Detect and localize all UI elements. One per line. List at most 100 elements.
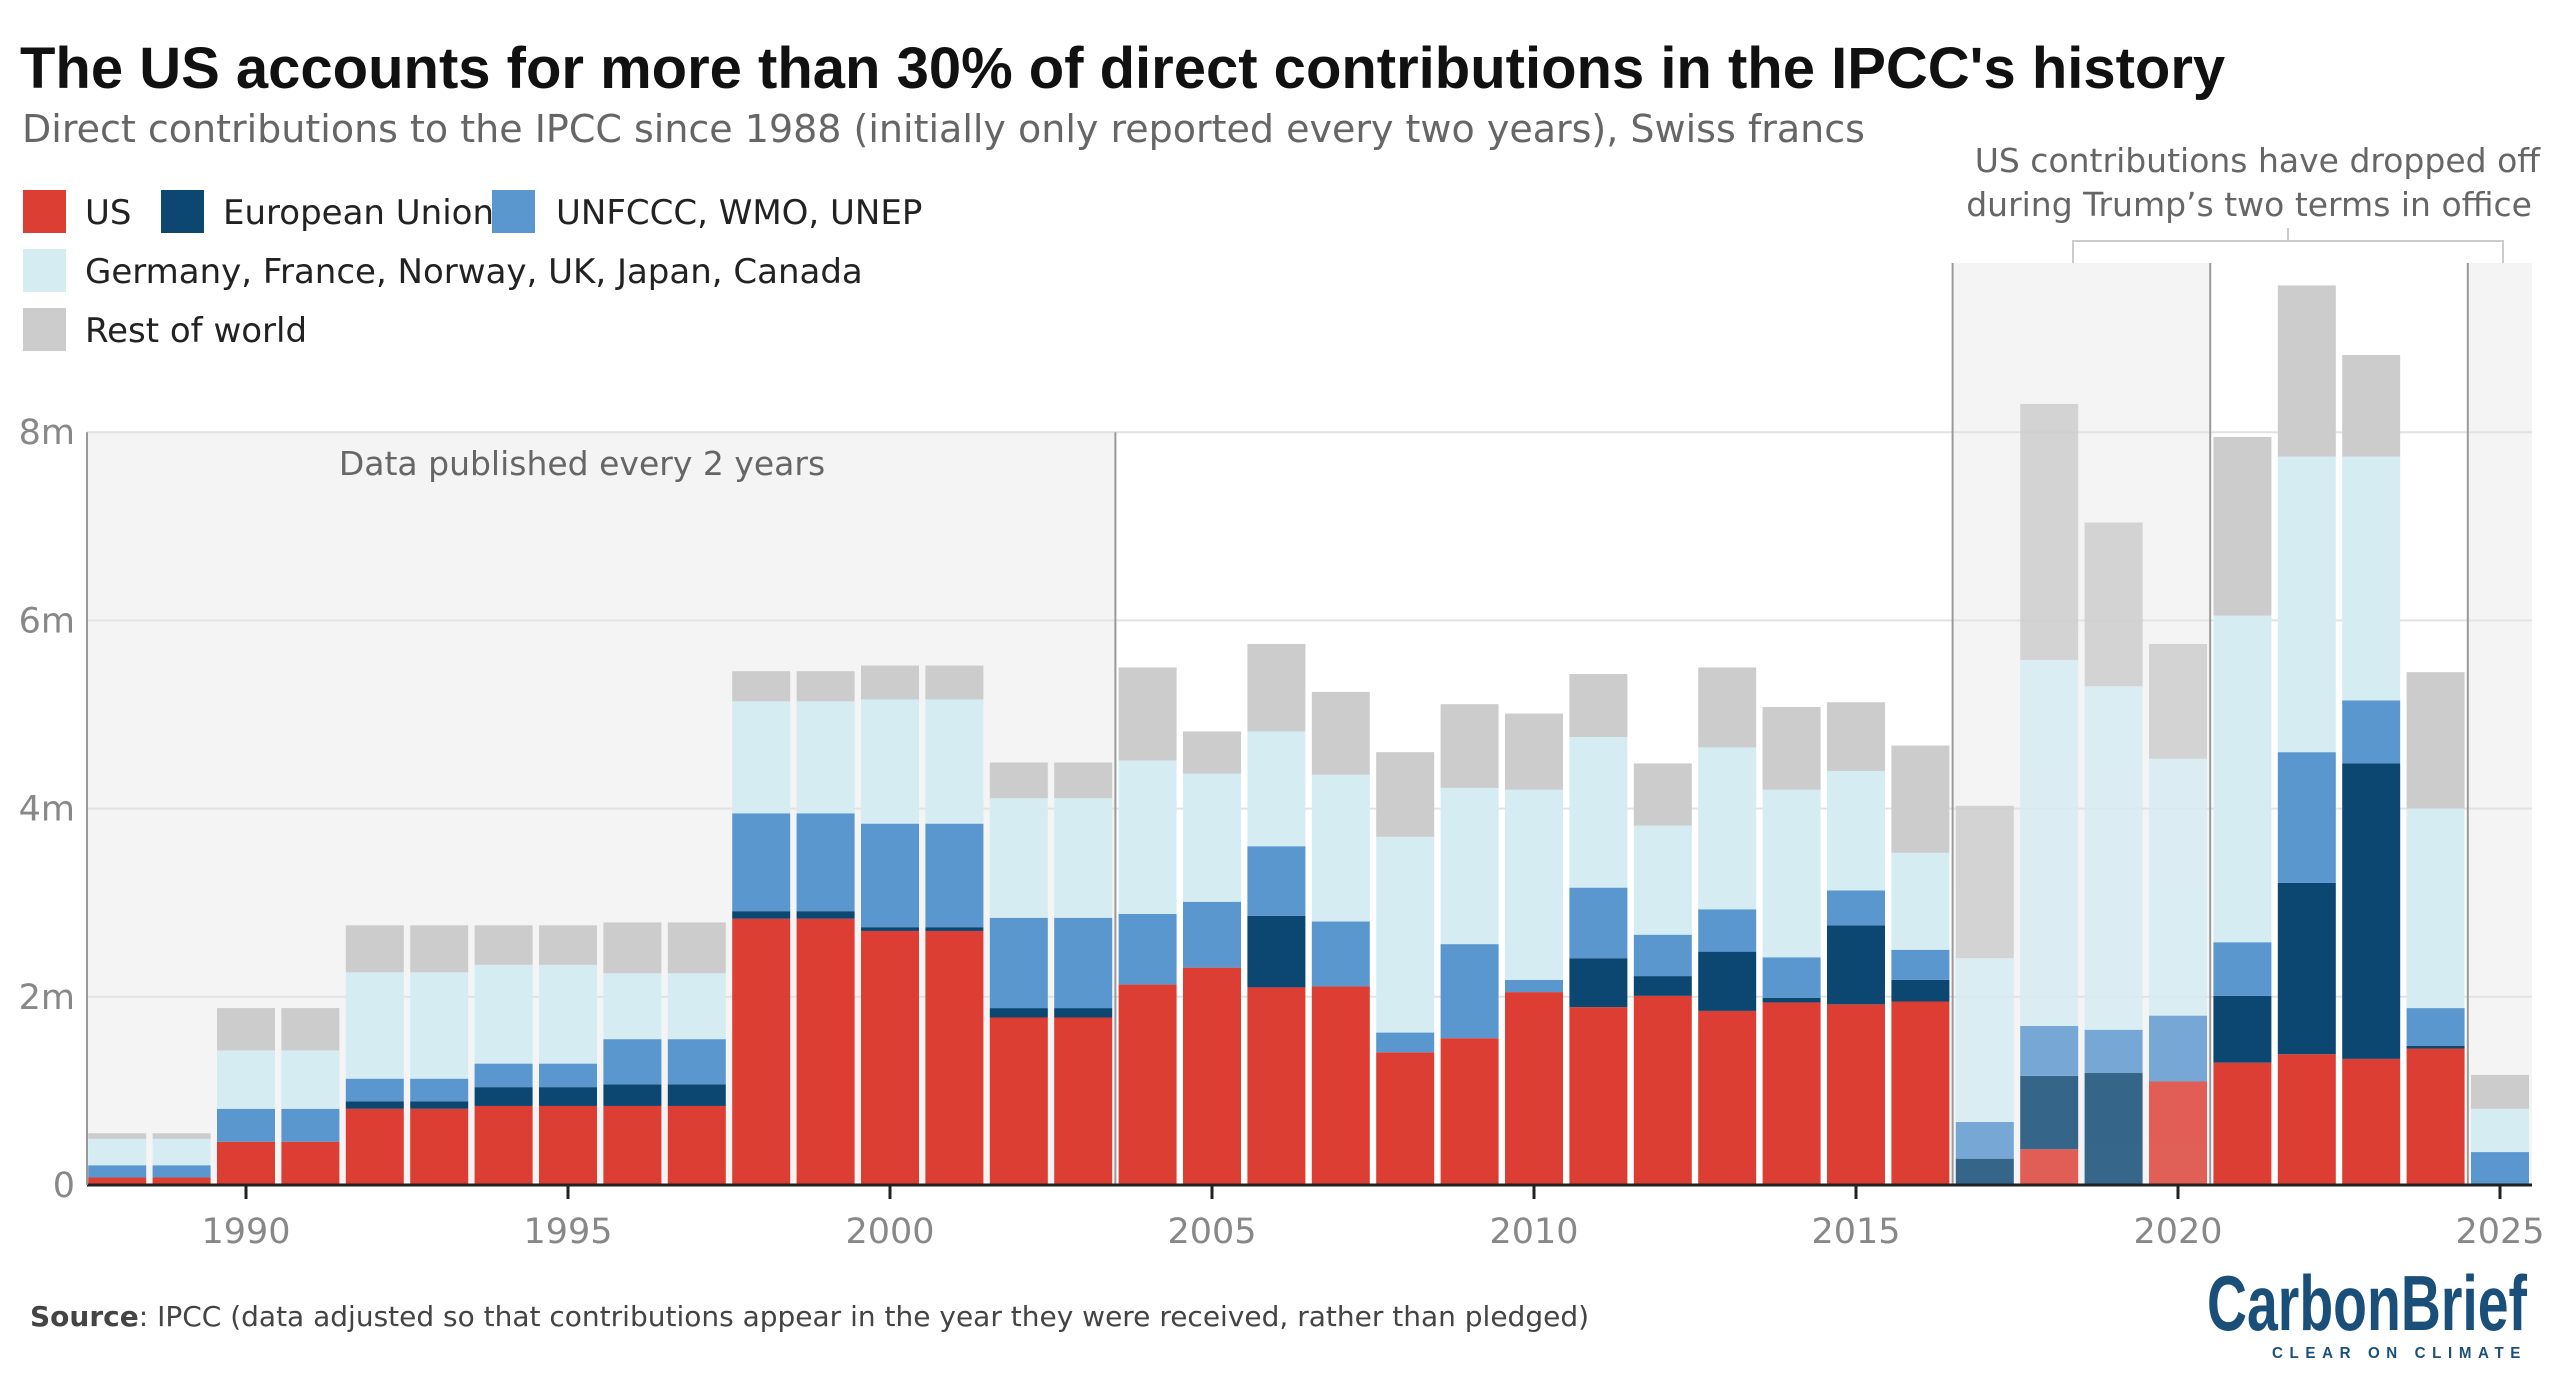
bar-segment-us [2213, 1062, 2272, 1185]
bar-2015 [1827, 702, 1885, 1185]
legend-swatch-un [492, 190, 535, 233]
chart-title: The US accounts for more than 30% of dir… [20, 36, 2225, 101]
bar-segment-germany-france-norway-uk-japan-canada [217, 1050, 275, 1109]
bar-segment-unfccc-wmo-unep [2149, 1015, 2207, 1082]
bar-1997 [667, 922, 726, 1185]
bar-2008 [1376, 752, 1435, 1185]
bar-segment-unfccc-wmo-unep [1054, 917, 1113, 1009]
bar-segment-unfccc-wmo-unep [1698, 909, 1757, 952]
bar-segment-rest-of-world [667, 922, 726, 974]
bar-segment-germany-france-norway-uk-japan-canada [1569, 737, 1628, 888]
bar-segment-unfccc-wmo-unep [2471, 1152, 2529, 1185]
bar-segment-rest-of-world [474, 925, 533, 965]
bar-segment-us [1183, 967, 1241, 1185]
x-tick-label: 2005 [1167, 1212, 1256, 1252]
bar-2019 [2084, 522, 2143, 1185]
bar-segment-us [2149, 1081, 2207, 1185]
bar-2021 [2213, 436, 2272, 1185]
highlight-shade [2467, 263, 2532, 1185]
legend-label-us: US [85, 193, 131, 233]
chart-subtitle: Direct contributions to the IPCC since 1… [22, 107, 1865, 151]
x-tick-label: 2020 [2133, 1212, 2222, 1252]
bar-segment-us [603, 1105, 662, 1185]
bar-segment-unfccc-wmo-unep [2342, 700, 2401, 764]
bar-segment-us [2277, 1054, 2336, 1185]
bar-segment-european-union [989, 1008, 1048, 1018]
bar-segment-us [1440, 1038, 1499, 1185]
source-note: Source: IPCC (data adjusted so that cont… [30, 1300, 1589, 1333]
x-tick-label: 1990 [201, 1212, 290, 1252]
bar-segment-unfccc-wmo-unep [1633, 934, 1692, 977]
bar-segment-rest-of-world [2406, 672, 2465, 809]
bar-segment-european-union [1955, 1158, 2014, 1185]
bar-segment-us [2406, 1048, 2465, 1185]
bar-segment-germany-france-norway-uk-japan-canada [474, 964, 533, 1064]
bar-segment-rest-of-world [1891, 745, 1950, 853]
bar-segment-us [1827, 1004, 1885, 1185]
bar-segment-us [989, 1017, 1048, 1185]
bar-segment-rest-of-world [2213, 436, 2272, 616]
bar-2004 [1118, 667, 1177, 1185]
bar-segment-unfccc-wmo-unep [1440, 944, 1499, 1039]
bar-segment-germany-france-norway-uk-japan-canada [603, 973, 662, 1040]
legend-swatch-eu [161, 190, 204, 233]
bar-segment-germany-france-norway-uk-japan-canada [1762, 789, 1821, 958]
source-label: Source [30, 1300, 139, 1333]
bar-segment-european-union [410, 1101, 469, 1109]
bar-segment-rest-of-world [1118, 667, 1177, 761]
bar-segment-unfccc-wmo-unep [88, 1165, 147, 1178]
bar-segment-germany-france-norway-uk-japan-canada [2406, 808, 2465, 1009]
bar-segment-germany-france-norway-uk-japan-canada [345, 972, 404, 1079]
bar-segment-unfccc-wmo-unep [1118, 913, 1177, 985]
bar-1993 [410, 925, 469, 1185]
bar-segment-germany-france-norway-uk-japan-canada [2084, 686, 2143, 1030]
bar-segment-european-union [1569, 958, 1628, 1008]
bar-segment-european-union [1054, 1008, 1113, 1018]
bar-2001 [925, 665, 984, 1185]
bar-segment-us [1891, 1001, 1950, 1185]
bar-segment-unfccc-wmo-unep [1505, 979, 1563, 993]
axes: 0 2m 4m 6m 8m 1990 1995 2000 2005 2010 2015 2020 202… [19, 263, 2545, 1252]
bar-segment-germany-france-norway-uk-japan-canada [732, 701, 791, 814]
bar-segment-unfccc-wmo-unep [925, 823, 984, 928]
bar-segment-us [1633, 995, 1692, 1185]
bar-segment-rest-of-world [152, 1133, 211, 1139]
bar-segment-germany-france-norway-uk-japan-canada [1440, 787, 1499, 945]
bar-segment-unfccc-wmo-unep [861, 823, 919, 928]
bar-segment-us [667, 1105, 726, 1185]
legend-label-eu: European Union [223, 193, 494, 233]
logo-wordmark: CarbonBrief [2207, 1259, 2528, 1347]
bar-2023 [2342, 355, 2401, 1185]
bar-segment-us [2342, 1058, 2401, 1185]
bar-segment-rest-of-world [2149, 643, 2207, 759]
bar-1999 [796, 671, 855, 1185]
bar-segment-unfccc-wmo-unep [1955, 1121, 2014, 1159]
bar-segment-european-union [925, 927, 984, 931]
bar-segment-germany-france-norway-uk-japan-canada [281, 1050, 340, 1109]
trump-annotation-line2: during Trump’s two terms in office [1966, 185, 2532, 224]
bar-segment-rest-of-world [2277, 285, 2336, 457]
bar-segment-rest-of-world [2471, 1074, 2529, 1109]
bar-segment-unfccc-wmo-unep [152, 1165, 211, 1178]
bar-2017 [1955, 805, 2014, 1185]
bar-segment-european-union [474, 1087, 533, 1106]
legend: US European Union UNFCCC, WMO, UNEP Germ… [23, 190, 922, 351]
bar-segment-rest-of-world [1633, 763, 1692, 826]
bar-1995 [539, 925, 597, 1185]
bar-segment-unfccc-wmo-unep [539, 1063, 597, 1088]
bar-segment-germany-france-norway-uk-japan-canada [1698, 747, 1757, 910]
bar-segment-european-union [2406, 1045, 2465, 1049]
bar-segment-rest-of-world [861, 665, 919, 700]
bar-segment-us [1762, 1002, 1821, 1185]
bar-1996 [603, 922, 662, 1185]
bar-segment-us [1569, 1007, 1628, 1185]
bar-2010 [1505, 713, 1563, 1185]
bar-segment-european-union [1633, 976, 1692, 996]
trump-annotation-line1: US contributions have dropped off [1975, 141, 2542, 180]
bar-segment-germany-france-norway-uk-japan-canada [2342, 456, 2401, 701]
bar-segment-us [88, 1177, 147, 1185]
bar-segment-european-union [2213, 995, 2272, 1063]
bar-segment-germany-france-norway-uk-japan-canada [1827, 770, 1885, 891]
y-tick-label: 0 [53, 1166, 75, 1206]
bar-segment-germany-france-norway-uk-japan-canada [1311, 774, 1370, 922]
